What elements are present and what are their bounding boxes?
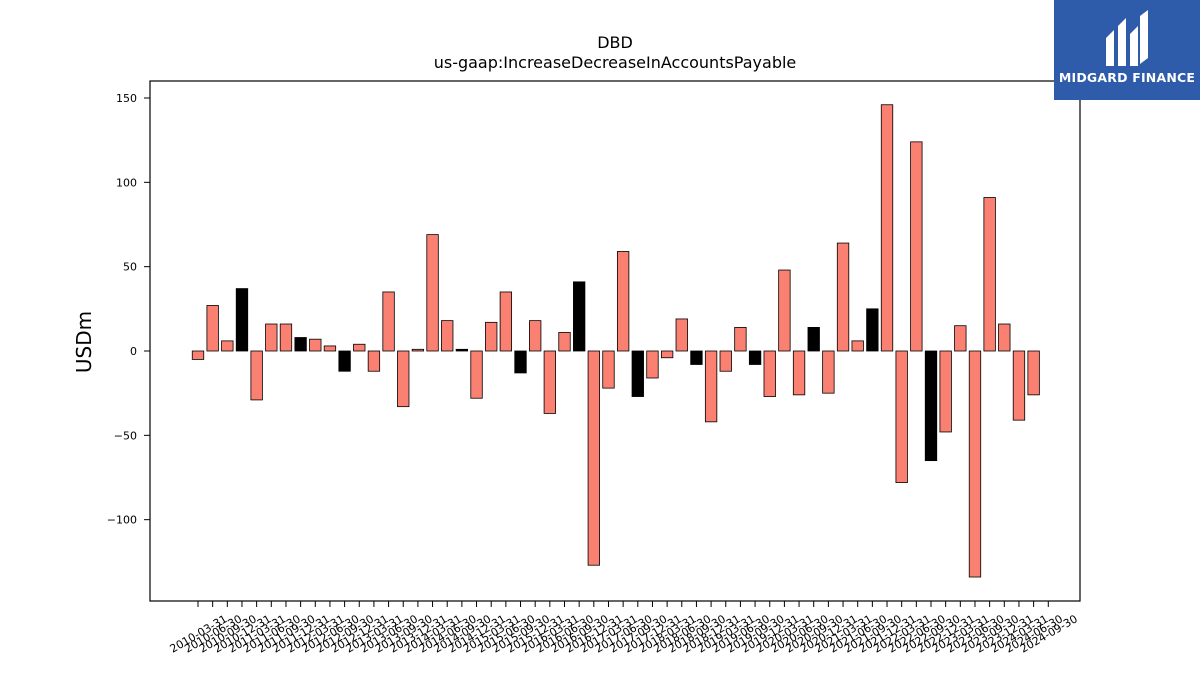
bar-2013-09-30 (397, 350, 410, 408)
bar-2012-09-30 (338, 350, 351, 372)
y-tick-label: 100 (116, 176, 137, 189)
bar-2011-12-31 (294, 337, 307, 352)
bar-2020-06-30 (792, 350, 806, 396)
bar-2011-06-30 (265, 323, 278, 352)
plot-frame (149, 80, 1081, 602)
chart-subtitle: us-gaap:IncreaseDecreaseInAccountsPayabl… (434, 53, 797, 72)
bar-2013-06-30 (382, 291, 395, 352)
bar-2022-09-30 (924, 350, 938, 462)
bar-2010-12-31 (235, 288, 249, 352)
bar-2016-03-31 (543, 350, 556, 414)
bar-2014-06-30 (441, 320, 454, 352)
bar-2023-03-31 (954, 325, 967, 352)
chart-title: DBD (597, 33, 633, 52)
bar-2019-12-31 (763, 350, 776, 397)
bar-2010-06-30 (206, 305, 219, 352)
bar-2024-03-31 (1012, 350, 1026, 421)
bar-2014-12-31 (470, 350, 483, 399)
bar-2018-03-31 (660, 350, 674, 359)
bar-2014-03-31 (426, 234, 439, 352)
bar-2024-06-30 (1027, 350, 1040, 396)
bar-2021-03-31 (836, 242, 850, 352)
bar-2019-03-31 (719, 350, 732, 372)
bar-2017-03-31 (602, 350, 615, 389)
bar-2022-03-31 (895, 350, 908, 483)
bar-2018-06-30 (675, 318, 688, 352)
y-tick-label: −100 (107, 514, 137, 527)
bar-2014-09-30 (455, 348, 469, 352)
bar-series (191, 104, 1040, 578)
bar-2015-12-31 (529, 320, 542, 352)
logo-text: MIDGARD FINANCE (1058, 70, 1196, 85)
bar-2017-12-31 (646, 350, 659, 379)
y-tick-label: 150 (116, 92, 137, 105)
bar-2013-12-31 (411, 348, 425, 352)
logo-mark-icon (1106, 10, 1148, 66)
x-axis-ticks: 2010-03-312010-06-302010-09-302010-12-31… (168, 601, 1080, 656)
bar-2012-12-31 (353, 343, 366, 352)
bar-2019-09-30 (748, 350, 762, 365)
bar-2018-09-30 (690, 350, 703, 365)
bar-2023-12-31 (998, 323, 1011, 352)
bar-2019-06-30 (734, 326, 747, 352)
bar-2010-03-31 (191, 350, 205, 360)
bar-2020-03-31 (778, 269, 791, 352)
bar-2016-12-31 (587, 350, 600, 566)
bar-2021-09-30 (866, 308, 879, 352)
bar-2016-09-30 (573, 281, 586, 352)
bar-2017-06-30 (616, 251, 630, 352)
bar-2020-09-30 (807, 326, 820, 352)
bar-2011-03-31 (250, 350, 263, 401)
bar-2017-09-30 (631, 350, 644, 397)
bar-2021-12-31 (880, 104, 894, 352)
bar-2015-09-30 (514, 350, 527, 374)
bar-2023-06-30 (968, 350, 982, 578)
bar-2022-12-31 (939, 350, 952, 433)
bar-2012-03-31 (309, 338, 322, 352)
bar-2021-06-30 (851, 340, 864, 352)
midgard-finance-logo: MIDGARD FINANCE (1054, 0, 1200, 100)
bar-2020-12-31 (822, 350, 835, 394)
bar-2016-06-30 (558, 332, 571, 352)
bar-2023-09-30 (983, 197, 996, 352)
y-tick-label: −50 (114, 429, 137, 442)
bar-2022-06-30 (910, 141, 923, 352)
y-tick-label: 50 (123, 261, 137, 274)
bar-2011-09-30 (279, 323, 293, 352)
y-axis-label: USDm (72, 311, 96, 373)
bar-2012-06-30 (323, 345, 337, 352)
y-tick-label: 0 (130, 345, 137, 358)
bar-2015-03-31 (485, 321, 498, 352)
bar-2018-12-31 (704, 350, 718, 423)
y-axis-ticks: −100 −50 0 50 100 150 (107, 92, 150, 527)
bar-2015-06-30 (499, 291, 513, 352)
bar-2010-09-30 (221, 340, 234, 352)
bar-2013-03-31 (367, 350, 381, 372)
